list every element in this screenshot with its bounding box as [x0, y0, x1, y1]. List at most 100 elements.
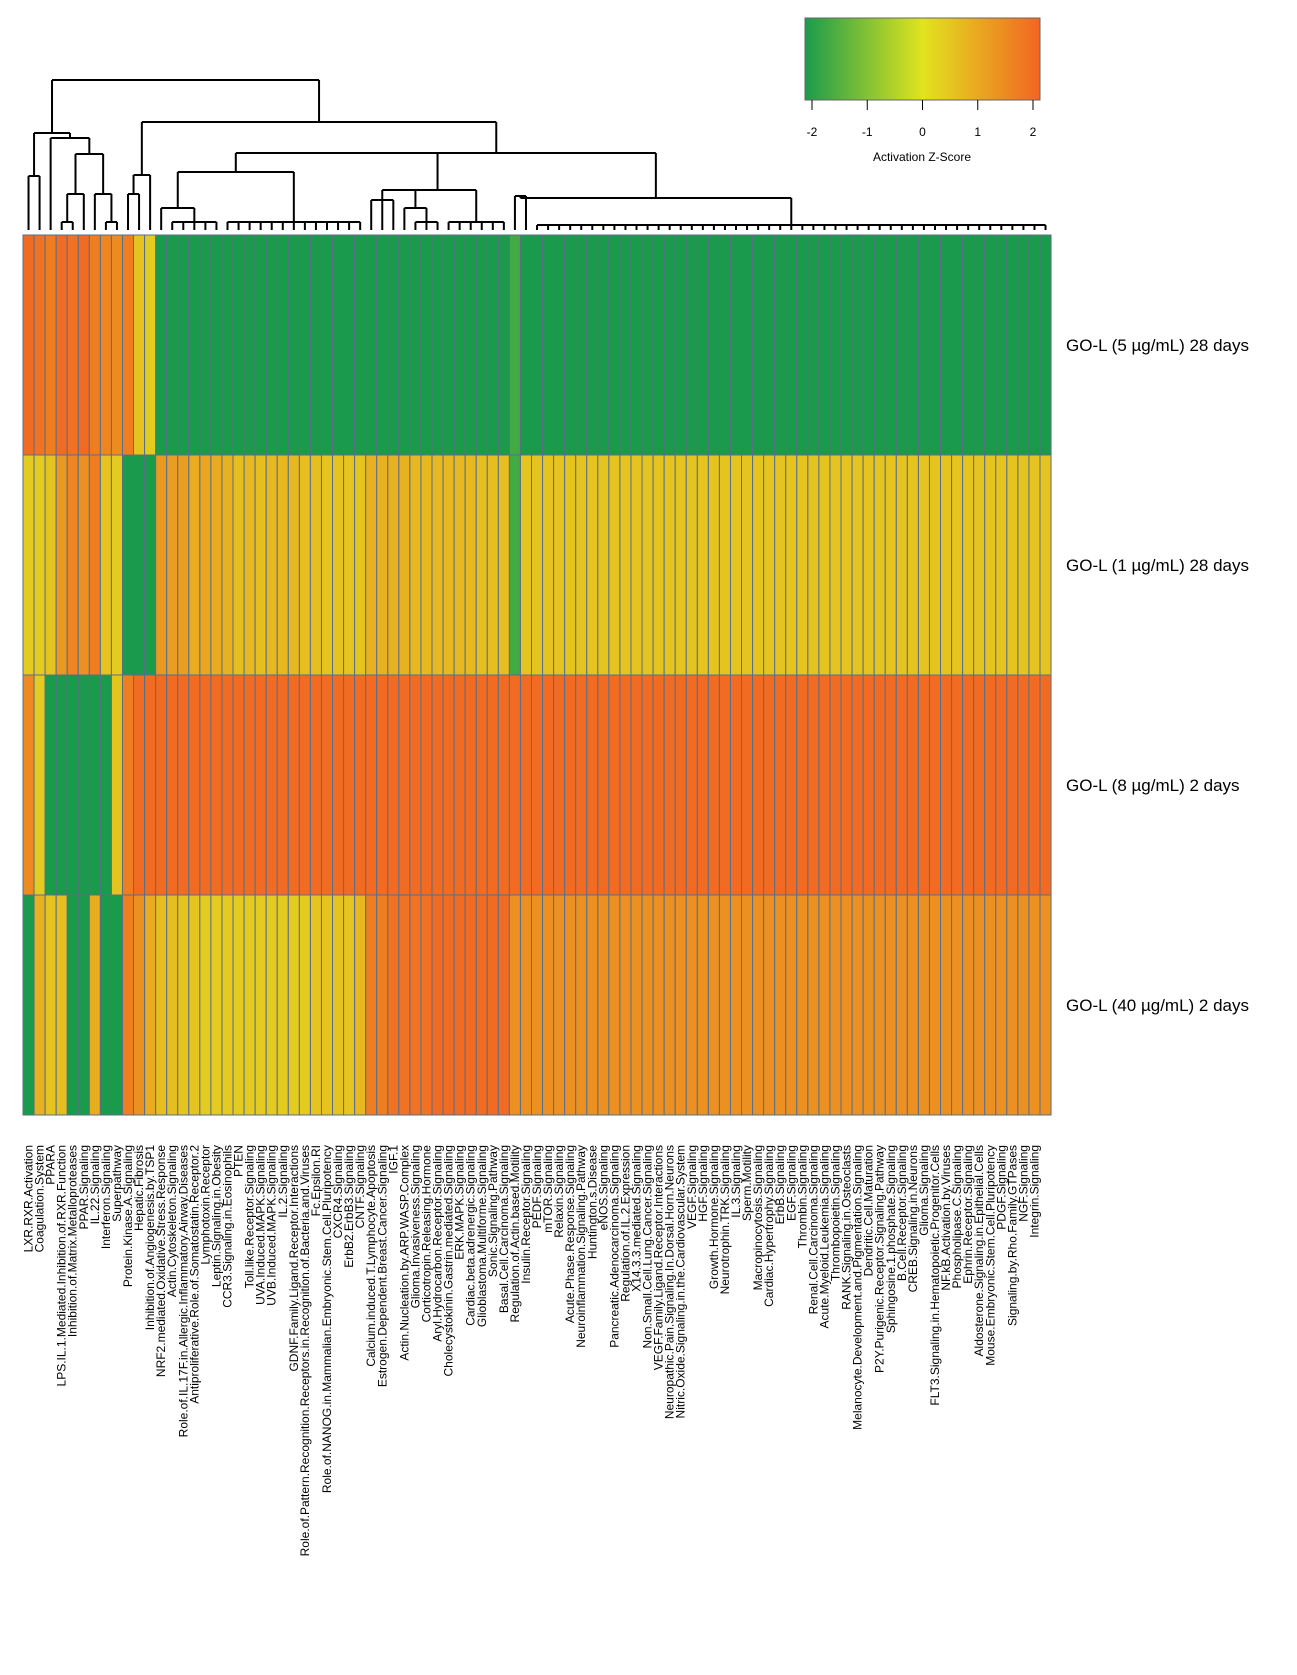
heatmap-cell	[376, 894, 389, 1116]
heatmap-cell	[155, 454, 168, 676]
column-label: Cholecystokinin.Gastrin.mediated.Signali…	[442, 1145, 456, 1376]
heatmap-cell	[431, 234, 444, 456]
heatmap-cell	[354, 234, 367, 456]
heatmap-cell	[232, 454, 245, 676]
heatmap-cell	[166, 674, 179, 896]
column-label: Calcium.induced.T.Lymphocyte.Apoptosis	[364, 1145, 378, 1367]
heatmap-cell	[619, 234, 632, 456]
heatmap-cell	[564, 674, 577, 896]
heatmap-cell	[88, 674, 101, 896]
column-label: Aldosterone.Signaling.in.Epithelial.Cell…	[972, 1145, 986, 1356]
heatmap-cell	[785, 894, 798, 1116]
heatmap-cell	[707, 234, 720, 456]
column-label: CNTF.Signaling	[353, 1145, 367, 1228]
heatmap-cell	[652, 674, 665, 896]
heatmap-cell	[1039, 674, 1052, 896]
heatmap-cell	[464, 454, 477, 676]
heatmap-cell	[210, 894, 223, 1116]
heatmap-cell	[862, 894, 875, 1116]
heatmap-cell	[155, 894, 168, 1116]
heatmap-cell	[807, 454, 820, 676]
heatmap-cell	[110, 894, 123, 1116]
heatmap-cell	[674, 894, 687, 1116]
heatmap-cell	[343, 234, 356, 456]
column-label: Macropinocytosis.Signaling	[751, 1145, 765, 1290]
heatmap-cell	[597, 234, 610, 456]
column-label: VEGF.Family.Ligand.Receptor.Interactions	[652, 1145, 666, 1370]
heatmap-cell	[210, 674, 223, 896]
heatmap-cell	[553, 674, 566, 896]
heatmap-cell	[44, 454, 57, 676]
heatmap-cell	[166, 234, 179, 456]
heatmap-cell	[155, 234, 168, 456]
heatmap-cell	[33, 674, 46, 896]
heatmap-cell	[309, 454, 322, 676]
heatmap-cell	[365, 454, 378, 676]
heatmap-cell	[796, 234, 809, 456]
heatmap-cell	[287, 234, 300, 456]
row-label: GO-L (40 µg/mL) 2 days	[1066, 996, 1249, 1015]
heatmap-cell	[829, 234, 842, 456]
heatmap-cell	[917, 894, 930, 1116]
heatmap-cell	[22, 454, 35, 676]
heatmap-cell	[276, 454, 289, 676]
heatmap-cell	[188, 234, 201, 456]
heatmap-cell	[785, 454, 798, 676]
column-label: PPAR.Signaling	[77, 1145, 91, 1230]
column-label: Inhibition.of.Matrix.Metalloproteases	[66, 1145, 80, 1337]
row-label: GO-L (5 µg/mL) 28 days	[1066, 336, 1249, 355]
heatmap-cell	[608, 894, 621, 1116]
heatmap-cell	[962, 454, 975, 676]
heatmap-cell	[542, 454, 555, 676]
heatmap-cell	[597, 674, 610, 896]
heatmap-cell	[497, 234, 510, 456]
column-label: Pancreatic.Adenocarcinoma.Signaling	[607, 1145, 621, 1348]
column-label: Integrin.Signaling	[1027, 1145, 1041, 1238]
heatmap-cell	[265, 894, 278, 1116]
heatmap-cell	[818, 674, 831, 896]
heatmap-cell	[298, 894, 311, 1116]
heatmap-cell	[763, 454, 776, 676]
heatmap-cell	[718, 894, 731, 1116]
heatmap-cell	[564, 454, 577, 676]
heatmap-cell	[884, 674, 897, 896]
color-key-tick-label: -1	[862, 125, 873, 139]
column-label: CREB.Signaling.in.Neurons	[906, 1145, 920, 1292]
column-labels: LXR.RXR.ActivationCoagulation.SystemPPAR…	[22, 1145, 1042, 1557]
column-label: eNOS.Signaling	[596, 1145, 610, 1230]
heatmap-cell	[320, 234, 334, 456]
color-key-tick-label: -2	[807, 125, 818, 139]
heatmap-cell	[729, 674, 743, 896]
column-label: PEDF.Signaling	[530, 1145, 544, 1228]
heatmap-cell	[542, 894, 555, 1116]
heatmap-cell	[884, 454, 897, 676]
column-label: mTOR.Signaling	[541, 1145, 555, 1233]
heatmap-cell	[951, 674, 964, 896]
heatmap-cell	[796, 454, 809, 676]
heatmap-cell	[1006, 454, 1019, 676]
column-label: Melanocyte.Development.and.Pigmentation.…	[851, 1145, 865, 1430]
heatmap-cell	[199, 234, 212, 456]
heatmap-cell	[398, 674, 411, 896]
heatmap-cell	[807, 674, 820, 896]
heatmap-cell	[707, 674, 720, 896]
heatmap-cell	[1039, 454, 1052, 676]
heatmap-cell	[365, 234, 378, 456]
heatmap-cell	[442, 454, 455, 676]
heatmap-cell	[951, 454, 964, 676]
column-label: Coagulation.System	[33, 1145, 47, 1252]
column-label: UVA.Induced.MAPK.Signaling	[254, 1145, 268, 1305]
heatmap-cell	[973, 454, 986, 676]
heatmap-cell	[387, 234, 400, 456]
heatmap-cell	[1006, 234, 1019, 456]
heatmap-cell	[1017, 454, 1030, 676]
heatmap-cell	[343, 894, 356, 1116]
column-label: Huntington.s.Disease	[585, 1145, 599, 1259]
heatmap-cell	[309, 894, 322, 1116]
heatmap-cell	[99, 894, 112, 1116]
heatmap-cell	[586, 674, 599, 896]
heatmap-cell	[542, 674, 555, 896]
heatmap-cell	[862, 674, 875, 896]
column-label: Mouse.Embryonic.Stem.Cell.Pluripotency	[983, 1145, 997, 1366]
heatmap-cell	[652, 454, 665, 676]
